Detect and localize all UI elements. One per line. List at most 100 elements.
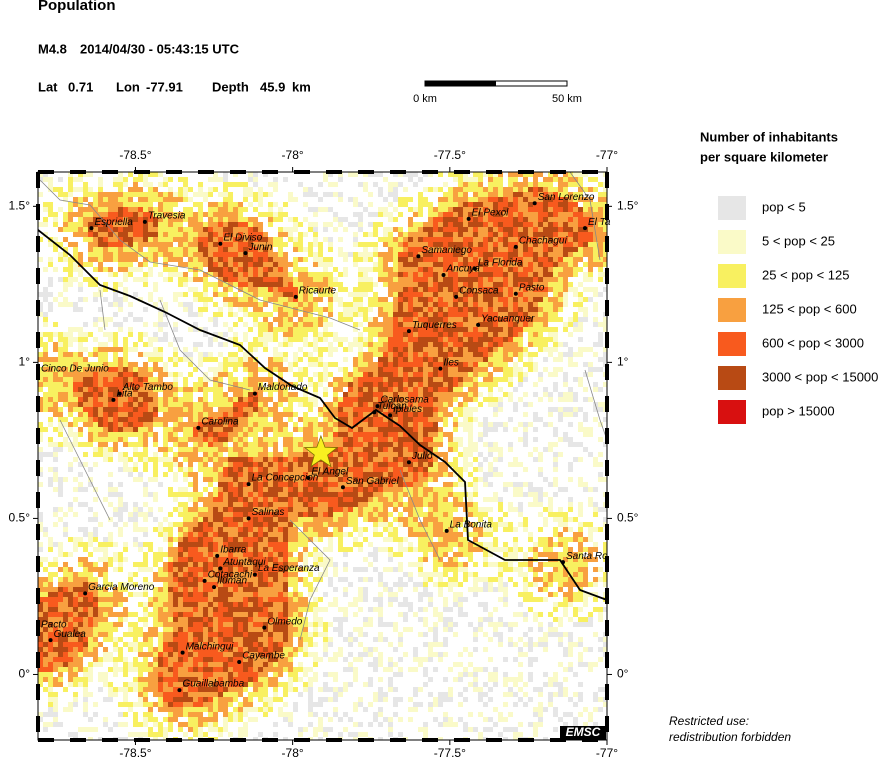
population-cell [298, 182, 303, 187]
population-cell [143, 322, 148, 327]
population-cell [203, 472, 208, 477]
population-cell [83, 542, 88, 547]
population-cell [128, 622, 133, 627]
population-cell [58, 487, 63, 492]
population-cell [238, 457, 243, 462]
population-cell [213, 262, 218, 267]
population-cell [248, 702, 253, 707]
population-cell [338, 337, 343, 342]
population-cell [323, 517, 328, 522]
population-cell [298, 512, 303, 517]
population-cell [323, 387, 328, 392]
population-cell [113, 297, 118, 302]
population-cell [273, 352, 278, 357]
population-cell [68, 677, 73, 682]
population-cell [278, 707, 283, 712]
population-cell [258, 692, 263, 697]
population-cell [178, 547, 183, 552]
population-cell [338, 402, 343, 407]
population-cell [73, 572, 78, 577]
population-cell [88, 192, 93, 197]
population-cell [78, 267, 83, 272]
population-cell [283, 667, 288, 672]
population-cell [48, 277, 53, 282]
population-cell [83, 207, 88, 212]
population-cell [263, 612, 268, 617]
population-cell [73, 397, 78, 402]
population-cell [153, 442, 158, 447]
population-cell [218, 482, 223, 487]
population-cell [203, 302, 208, 307]
population-cell [318, 197, 323, 202]
population-cell [163, 442, 168, 447]
population-cell [138, 647, 143, 652]
population-cell [208, 542, 213, 547]
population-cell [313, 597, 318, 602]
population-cell [178, 187, 183, 192]
population-cell [228, 222, 233, 227]
population-cell [78, 217, 83, 222]
population-cell [263, 292, 268, 297]
population-cell [128, 582, 133, 587]
population-cell [193, 597, 198, 602]
population-cell [318, 332, 323, 337]
population-cell [253, 562, 258, 567]
population-cell [148, 272, 153, 277]
population-cell [178, 522, 183, 527]
population-cell [203, 387, 208, 392]
population-cell [63, 362, 68, 367]
population-cell [273, 447, 278, 452]
population-cell [148, 477, 153, 482]
population-cell [183, 567, 188, 572]
population-cell [148, 712, 153, 717]
population-cell [263, 297, 268, 302]
population-cell [78, 727, 83, 732]
population-cell [123, 507, 128, 512]
population-cell [323, 432, 328, 437]
population-cell [118, 507, 123, 512]
population-cell [43, 597, 48, 602]
population-cell [133, 642, 138, 647]
population-cell [158, 242, 163, 247]
population-cell [163, 322, 168, 327]
population-cell [238, 597, 243, 602]
population-cell [203, 702, 208, 707]
population-cell [143, 432, 148, 437]
population-cell [113, 217, 118, 222]
population-cell [323, 287, 328, 292]
population-cell [243, 497, 248, 502]
population-cell [213, 337, 218, 342]
population-cell [298, 502, 303, 507]
population-cell [133, 682, 138, 687]
population-cell [343, 257, 348, 262]
population-cell [188, 607, 193, 612]
population-cell [133, 467, 138, 472]
population-cell [108, 372, 113, 377]
population-cell [198, 532, 203, 537]
population-cell [173, 437, 178, 442]
population-cell [163, 672, 168, 677]
population-cell [203, 357, 208, 362]
population-cell [218, 292, 223, 297]
population-cell [88, 562, 93, 567]
population-cell [183, 427, 188, 432]
population-cell [133, 507, 138, 512]
population-cell [248, 582, 253, 587]
population-cell [258, 227, 263, 232]
population-cell [93, 517, 98, 522]
population-cell [263, 447, 268, 452]
population-cell [108, 652, 113, 657]
population-cell [138, 602, 143, 607]
population-cell [143, 392, 148, 397]
population-cell [108, 367, 113, 372]
population-cell [338, 477, 343, 482]
population-cell [253, 627, 258, 632]
population-cell [53, 247, 58, 252]
population-cell [68, 172, 73, 177]
population-cell [223, 627, 228, 632]
population-cell [83, 462, 88, 467]
population-cell [268, 597, 273, 602]
population-cell [208, 672, 213, 677]
population-cell [338, 647, 343, 652]
population-cell [208, 647, 213, 652]
